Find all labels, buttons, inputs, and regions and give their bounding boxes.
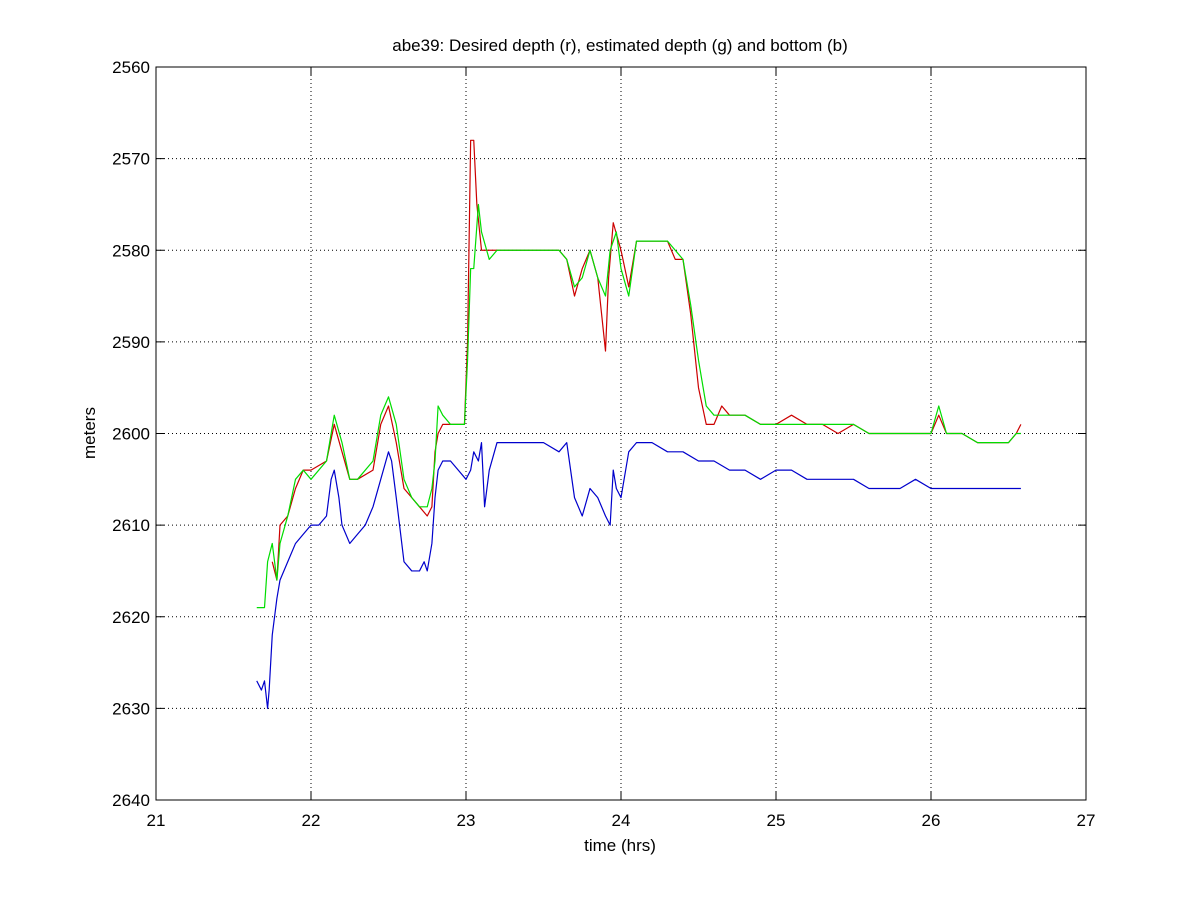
- y-tick-label: 2570: [112, 150, 150, 169]
- x-tick-label: 22: [302, 811, 321, 830]
- y-axis-label: meters: [80, 407, 99, 459]
- series-line-2: [256, 442, 1021, 709]
- y-tick-label: 2640: [112, 791, 150, 810]
- axis-ticks: [155, 66, 1087, 801]
- x-tick-label: 24: [612, 811, 631, 830]
- x-axis-label: time (hrs): [584, 836, 656, 855]
- x-tick-labels: 21 22 23 24 25 26 27: [147, 811, 1096, 830]
- y-tick-label: 2560: [112, 58, 150, 77]
- x-tick-label: 25: [767, 811, 786, 830]
- y-tick-label: 2590: [112, 333, 150, 352]
- y-tick-label: 2600: [112, 425, 150, 444]
- series-lines: [256, 139, 1022, 709]
- y-tick-label: 2610: [112, 516, 150, 535]
- x-tick-label: 21: [147, 811, 166, 830]
- y-tick-label: 2580: [112, 241, 150, 260]
- y-tick-labels: 2560 2570 2580 2590 2600 2610 2620 2630 2640: [112, 58, 150, 810]
- x-tick-label: 26: [922, 811, 941, 830]
- series-line-1: [256, 203, 1021, 609]
- y-tick-label: 2620: [112, 608, 150, 627]
- y-tick-label: 2630: [112, 699, 150, 718]
- x-tick-label: 27: [1077, 811, 1096, 830]
- x-tick-label: 23: [457, 811, 476, 830]
- chart-title: abe39: Desired depth (r), estimated dept…: [392, 36, 847, 55]
